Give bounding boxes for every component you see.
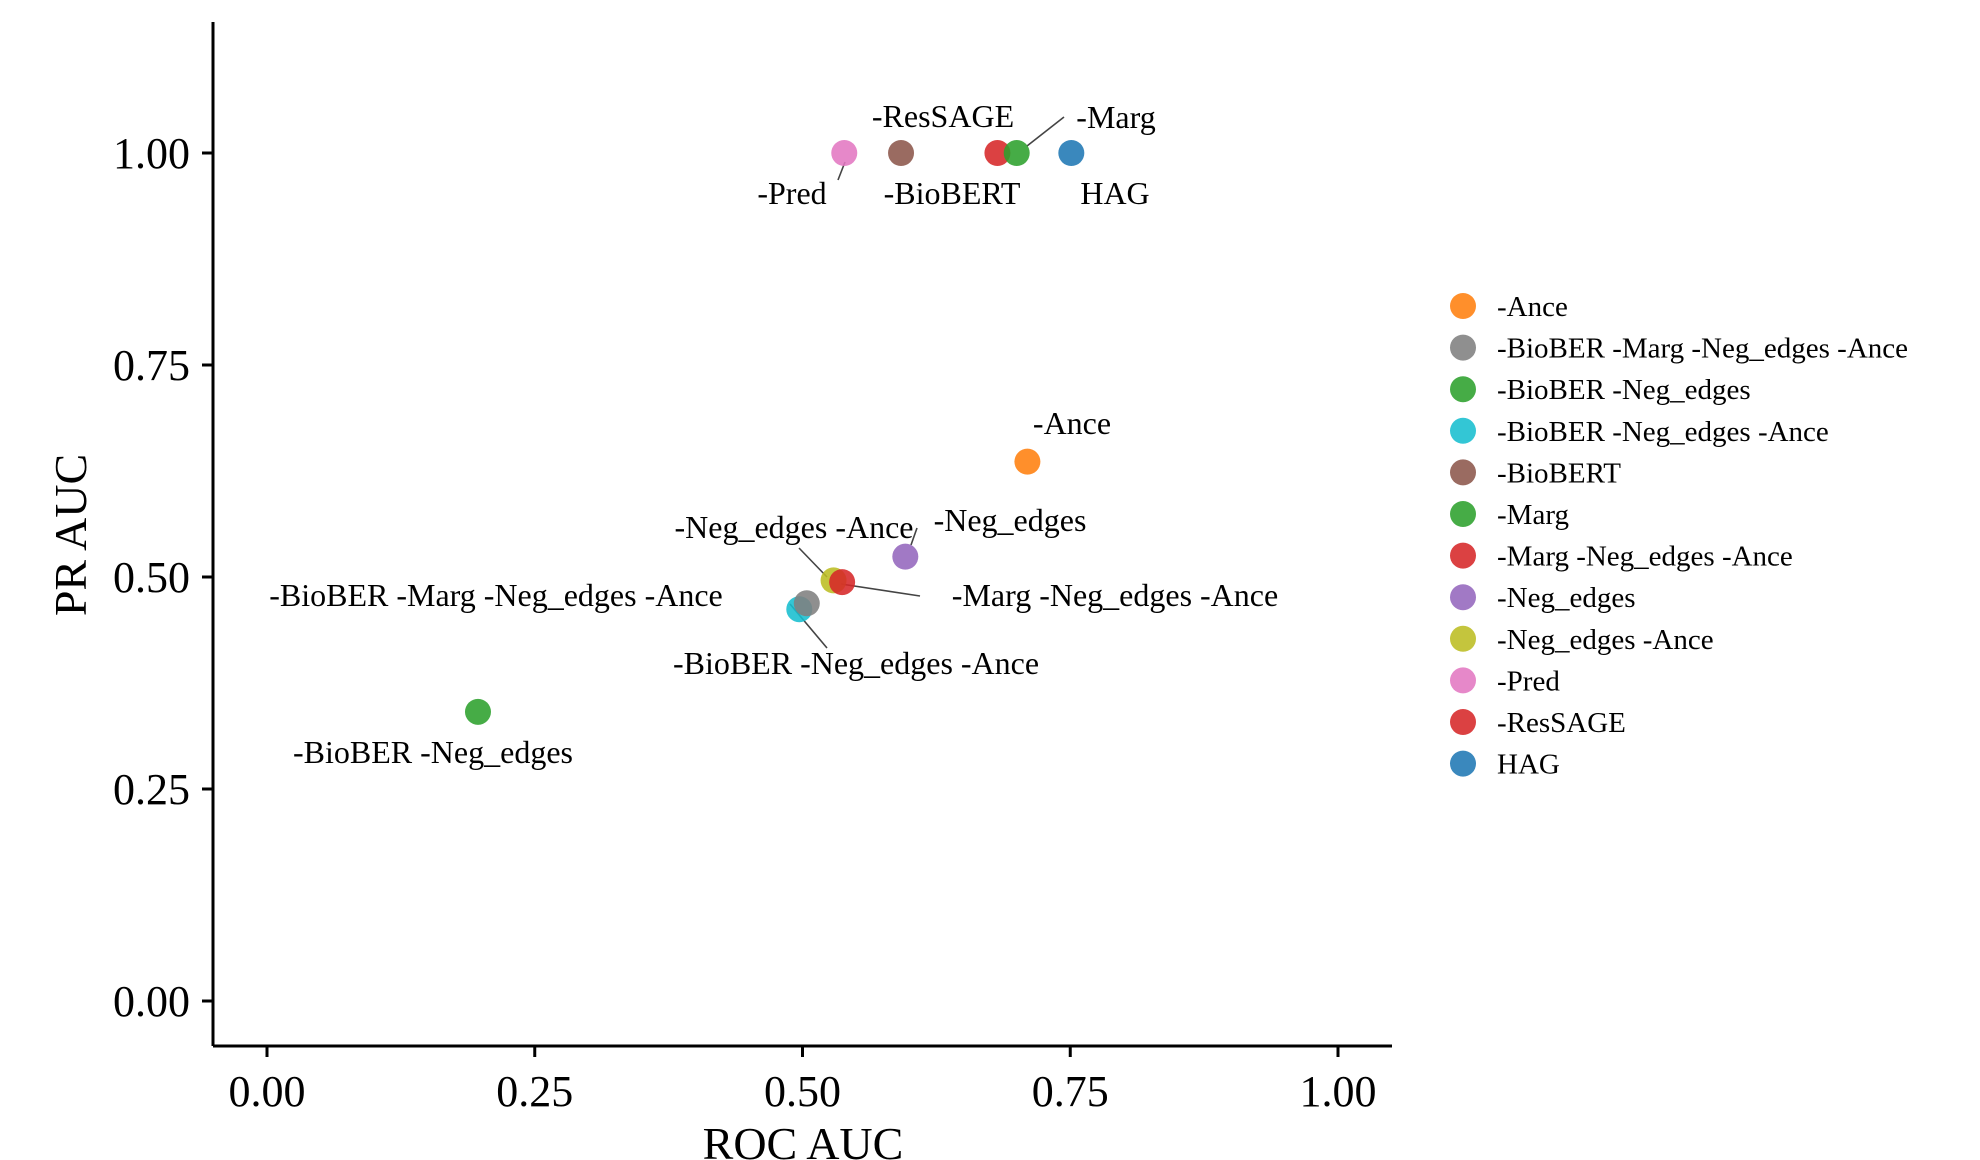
point-label: -ResSAGE [872, 98, 1014, 134]
point-label: -Marg -Neg_edges -Ance [952, 577, 1278, 613]
y-tick-label: 1.00 [113, 129, 190, 178]
legend-label: -BioBER -Neg_edges [1497, 374, 1751, 406]
legend-marker [1450, 625, 1476, 652]
legend-marker [1450, 293, 1476, 319]
legend-label: -Pred [1497, 665, 1560, 697]
x-ticks: 0.00 0.25 0.50 0.75 1.00 [229, 1046, 1377, 1116]
label-leader-line [798, 547, 828, 578]
point-label: -BioBERT [884, 175, 1021, 211]
legend-label: -Ance [1497, 291, 1568, 323]
y-ticks: 0.00 0.25 0.50 0.75 1.00 [113, 129, 213, 1026]
legend-label: -Neg_edges [1497, 582, 1636, 614]
x-tick-label: 0.00 [229, 1067, 306, 1116]
point-label: -BioBER -Neg_edges [293, 734, 573, 770]
legend-marker [1450, 459, 1476, 486]
y-tick-label: 0.25 [113, 765, 190, 814]
data-point [464, 698, 491, 725]
point-label: -BioBER -Marg -Neg_edges -Ance [269, 577, 723, 613]
point-label: HAG [1080, 175, 1149, 211]
label-leader-line [910, 527, 918, 546]
legend-marker [1450, 501, 1476, 527]
data-point [829, 569, 856, 596]
legend-label: -Marg -Neg_edges -Ance [1497, 541, 1793, 573]
legend-label: -BioBER -Marg -Neg_edges -Ance [1497, 333, 1908, 365]
point-labels: -Ance -BioBER -Marg -Neg_edges -Ance -BioB… [269, 98, 1278, 770]
data-point [1058, 140, 1085, 166]
x-tick-label: 0.50 [764, 1067, 841, 1116]
legend-label: -BioBERT [1497, 457, 1621, 489]
legend-marker [1450, 334, 1476, 361]
legend: -Ance -BioBER -Marg -Neg_edges -Ance -BioB… [1450, 291, 1908, 781]
point-label: -Pred [757, 175, 826, 211]
legend-marker [1450, 584, 1476, 611]
y-tick-label: 0.50 [113, 553, 190, 602]
legend-label: -Neg_edges -Ance [1497, 624, 1714, 656]
data-point [831, 140, 858, 166]
x-tick-label: 1.00 [1300, 1067, 1377, 1116]
data-points [464, 140, 1085, 725]
legend-label: HAG [1497, 749, 1560, 781]
label-leader-line [1026, 116, 1065, 147]
x-tick-label: 0.25 [496, 1067, 573, 1116]
legend-marker [1450, 417, 1476, 444]
data-point [984, 140, 1011, 166]
data-point [888, 140, 915, 166]
point-label: -Ance [1033, 405, 1111, 441]
legend-label: -ResSAGE [1497, 707, 1626, 739]
y-tick-label: 0.00 [113, 977, 190, 1026]
y-tick-label: 0.75 [113, 341, 190, 390]
legend-marker [1450, 750, 1476, 777]
data-point [1014, 448, 1041, 475]
legend-marker [1450, 376, 1476, 403]
legend-marker [1450, 542, 1476, 569]
x-axis-title: ROC AUC [703, 1118, 904, 1160]
point-label: -Neg_edges [934, 502, 1087, 538]
legend-marker [1450, 709, 1476, 735]
point-label: -BioBER -Neg_edges -Ance [673, 645, 1039, 681]
legend-marker [1450, 667, 1476, 694]
point-label: -Neg_edges -Ance [675, 509, 914, 545]
data-point [892, 543, 919, 570]
legend-label: -Marg [1497, 499, 1569, 531]
x-tick-label: 0.75 [1032, 1067, 1109, 1116]
y-axis-title: PR AUC [45, 454, 96, 616]
legend-label: -BioBER -Neg_edges -Ance [1497, 416, 1829, 448]
point-label: -Marg [1076, 99, 1155, 135]
label-leaders [789, 116, 1065, 649]
data-point [793, 590, 820, 617]
data-point [1003, 140, 1030, 166]
